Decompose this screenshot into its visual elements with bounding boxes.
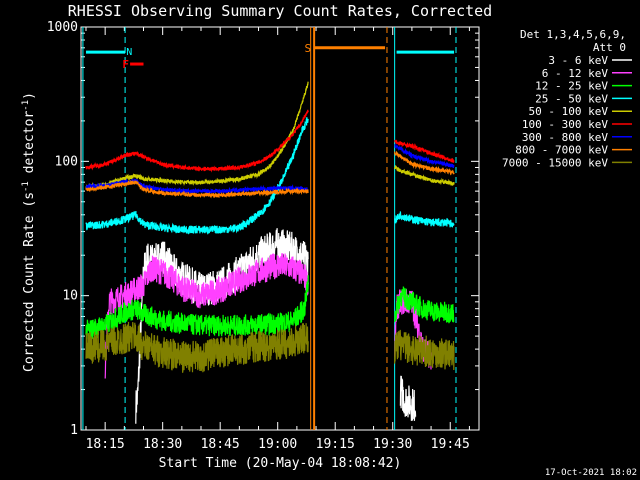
plot-frame — [80, 26, 480, 431]
x-tick-label: 18:45 — [201, 437, 240, 452]
series-line-25-50-keV — [394, 211, 455, 228]
flare-label: F — [122, 58, 129, 71]
series-group — [85, 81, 455, 424]
series-line-12-25-keV — [85, 275, 309, 340]
legend-label: 25 - 50 keV — [535, 92, 608, 105]
y-tick-label: 10 — [62, 289, 78, 304]
y-tick-label: 1 — [70, 423, 78, 438]
y-tick-label: 1000 — [47, 20, 78, 35]
x-tick-label: 19:45 — [431, 437, 470, 452]
series-line-50-100-keV — [394, 164, 455, 187]
legend-label: 50 - 100 keV — [529, 105, 609, 118]
chart-title: RHESSI Observing Summary Count Rates, Co… — [68, 2, 492, 20]
legend-label: 6 - 12 keV — [542, 67, 609, 80]
legend-label: 3 - 6 keV — [548, 54, 608, 67]
svg-text:Corrected Count Rate (s-1 dete: Corrected Count Rate (s-1 detector-1) — [21, 92, 37, 372]
footer-date: 17-Oct-2021 18:02 — [545, 468, 637, 478]
plot-area: 1 10 100 1000 18:15 18:30 18:45 19:00 19:15 19:30… — [47, 20, 480, 452]
series-line-100-300-keV — [394, 139, 455, 163]
series-line-800-7000-keV — [394, 150, 455, 176]
x-tick-label: 18:15 — [86, 437, 125, 452]
saa-label: S — [305, 42, 312, 55]
legend-label: 800 - 7000 keV — [515, 144, 608, 157]
x-tick-label: 18:30 — [143, 437, 182, 452]
legend-label: 7000 - 15000 keV — [502, 156, 608, 169]
x-tick-label: 19:00 — [258, 437, 297, 452]
series-line-6-12-keV — [104, 253, 309, 379]
y-axis-label: Corrected Count Rate (s-1 detector-1) — [21, 92, 37, 372]
series-line-7000-15000-keV — [394, 329, 455, 371]
x-tick-label: 19:30 — [373, 437, 412, 452]
x-tick-label: 19:15 — [316, 437, 355, 452]
legend-label: 12 - 25 keV — [535, 80, 608, 93]
series-line-300-800-keV — [394, 143, 455, 169]
series-line-800-7000-keV — [85, 179, 309, 199]
x-axis-label: Start Time (20-May-04 18:08:42) — [159, 456, 402, 471]
series-line-25-50-keV — [85, 117, 309, 235]
series-line-7000-15000-keV — [85, 321, 309, 373]
night-label: N — [126, 47, 132, 58]
series-line-12-25-keV — [394, 286, 455, 324]
series-line-3-6-keV — [399, 375, 417, 421]
legend-label: 300 - 800 keV — [522, 131, 608, 144]
y-tick-label: 100 — [55, 154, 78, 169]
series-line-300-800-keV — [85, 178, 309, 195]
series-line-100-300-keV — [85, 109, 309, 173]
legend-label: 100 - 300 keV — [522, 118, 608, 131]
legend-header: Att 0 — [593, 41, 626, 54]
legend-header: Det 1,3,4,5,6,9, — [520, 28, 626, 41]
